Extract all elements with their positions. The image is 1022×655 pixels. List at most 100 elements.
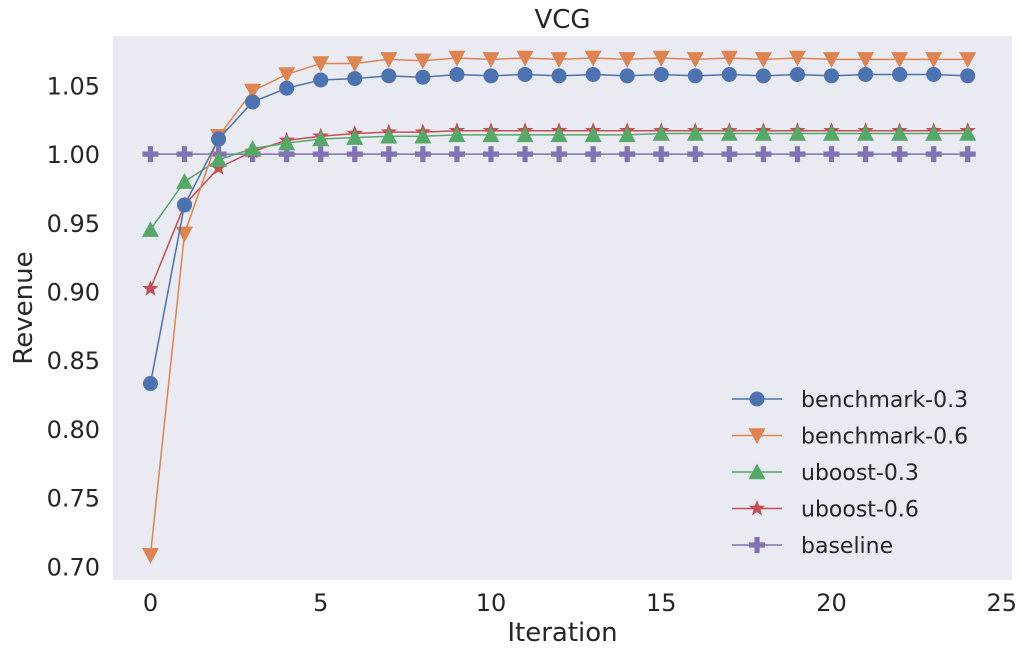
data-point	[141, 221, 159, 237]
legend-item: baseline	[732, 534, 893, 559]
data-point	[312, 146, 329, 163]
legend-label: uboost-0.6	[801, 498, 919, 523]
data-point	[652, 50, 670, 67]
data-point	[210, 159, 227, 175]
data-point	[720, 125, 738, 141]
data-point	[142, 280, 159, 296]
data-point	[687, 68, 703, 84]
data-point	[380, 52, 398, 68]
data-point	[346, 146, 363, 163]
data-point	[823, 52, 841, 68]
data-point	[686, 125, 704, 141]
data-point	[925, 125, 943, 141]
data-point	[585, 66, 601, 82]
data-point	[278, 146, 295, 163]
data-point	[857, 52, 875, 68]
legend-item: uboost-0.6	[732, 498, 919, 523]
data-point	[960, 68, 976, 84]
data-point	[380, 127, 398, 144]
data-point	[210, 151, 228, 167]
data-point	[789, 66, 805, 82]
y-tick-label: 0.70	[47, 553, 100, 581]
data-point	[482, 146, 499, 163]
data-point	[312, 130, 330, 147]
data-point	[891, 52, 909, 68]
data-point	[720, 50, 738, 67]
legend-marker	[749, 391, 765, 407]
data-point	[142, 376, 158, 392]
data-point	[516, 50, 534, 67]
data-point	[754, 125, 772, 141]
x-tick-label: 25	[987, 589, 1018, 617]
data-point	[584, 50, 602, 67]
y-tick-label: 0.95	[47, 210, 100, 238]
data-point	[211, 131, 227, 147]
data-point	[449, 66, 465, 82]
x-tick-label: 20	[816, 589, 847, 617]
data-point	[176, 173, 194, 189]
legend-box	[718, 380, 996, 571]
series-uboost-0.3	[141, 125, 977, 237]
data-point	[278, 134, 296, 151]
data-point	[551, 146, 568, 163]
data-point	[517, 66, 533, 82]
data-point	[244, 83, 262, 100]
data-point	[788, 50, 806, 67]
y-tick-label: 0.80	[47, 416, 100, 444]
y-axis-label: Revenue	[9, 251, 39, 364]
data-point	[857, 125, 875, 141]
data-point	[245, 94, 261, 110]
data-point	[959, 52, 977, 68]
series-benchmark-0.3	[142, 66, 976, 392]
data-point	[517, 146, 534, 163]
data-point	[550, 126, 568, 143]
y-tick-label: 1.05	[47, 72, 100, 100]
x-tick-label: 5	[313, 589, 328, 617]
legend-item: benchmark-0.6	[732, 425, 968, 450]
x-axis-label: Iteration	[507, 618, 617, 648]
data-point	[177, 197, 193, 213]
data-point	[347, 71, 363, 87]
data-point	[891, 125, 909, 141]
data-point	[823, 146, 840, 163]
data-point	[585, 146, 602, 163]
data-point	[823, 125, 841, 141]
legend-label: baseline	[801, 534, 893, 559]
legend-marker	[748, 463, 766, 480]
data-point	[721, 66, 737, 82]
data-point	[891, 146, 908, 163]
y-tick-label: 1.00	[47, 141, 100, 169]
data-point	[483, 68, 499, 84]
data-point	[448, 50, 466, 67]
data-point	[584, 126, 602, 143]
data-point	[892, 66, 908, 82]
data-point	[482, 52, 500, 68]
x-tick-label: 15	[646, 589, 677, 617]
data-point	[653, 146, 670, 163]
data-point	[959, 146, 976, 163]
data-point	[754, 52, 772, 68]
data-point	[142, 146, 159, 163]
data-point	[141, 548, 159, 564]
data-point	[959, 125, 977, 141]
data-point	[448, 146, 465, 163]
data-point	[516, 126, 534, 143]
data-point	[857, 146, 874, 163]
legend-label: benchmark-0.3	[801, 388, 968, 413]
data-point	[346, 129, 364, 145]
y-tick-label: 0.75	[47, 485, 100, 513]
data-point	[381, 68, 397, 84]
data-point	[925, 52, 943, 68]
legend-marker	[748, 428, 766, 444]
y-axis-ticks: 0.70 0.75 0.80 0.85 0.90 0.95 1.00 1.05	[47, 72, 100, 581]
data-point	[414, 53, 432, 70]
data-point	[448, 126, 466, 143]
data-point	[482, 126, 500, 143]
data-point	[550, 52, 568, 68]
data-point	[619, 146, 636, 163]
data-point	[618, 52, 636, 68]
legend-label: uboost-0.3	[801, 461, 919, 486]
chart-title: VCG	[534, 5, 590, 35]
data-point	[313, 72, 329, 88]
